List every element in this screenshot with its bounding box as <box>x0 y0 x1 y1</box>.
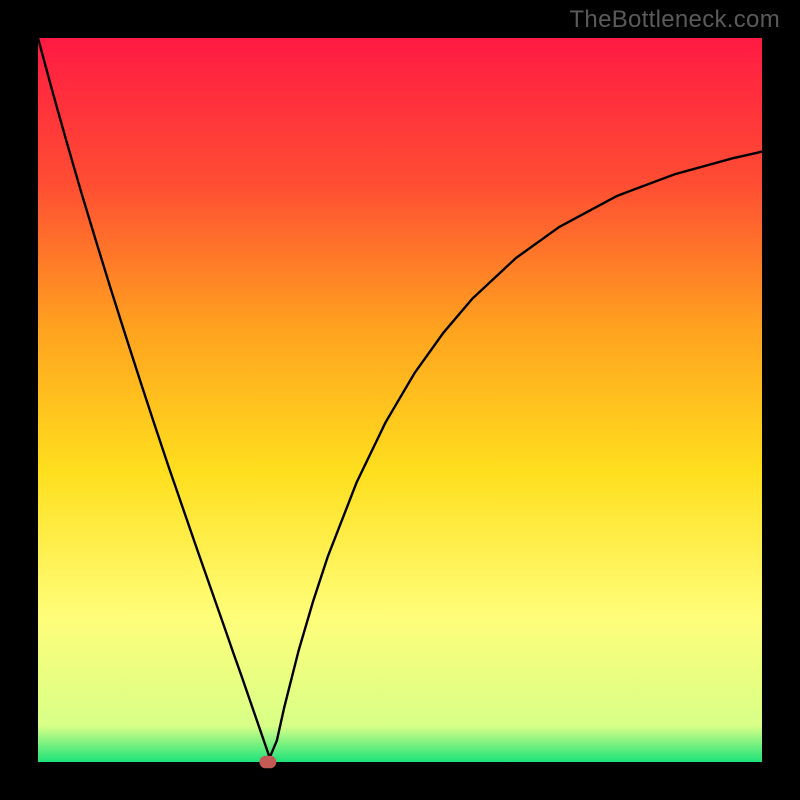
chart-frame: TheBottleneck.com <box>0 0 800 800</box>
plot-area <box>38 38 762 762</box>
watermark-text: TheBottleneck.com <box>569 6 780 34</box>
